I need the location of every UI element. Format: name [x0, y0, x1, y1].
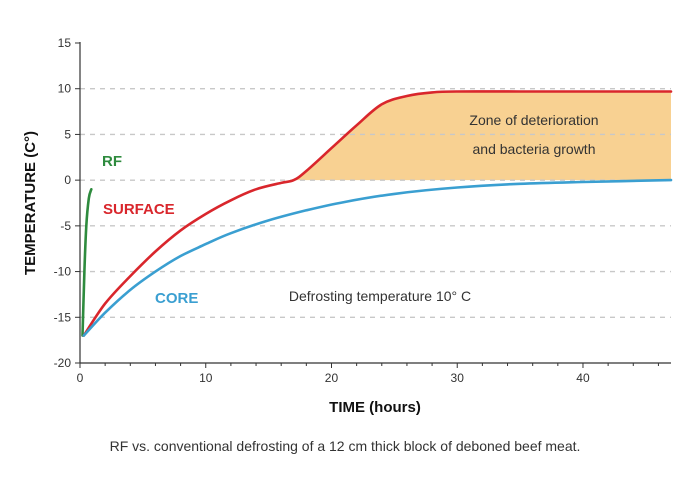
- y-tick-label: -5: [60, 219, 71, 233]
- x-axis-title: TIME (hours): [329, 399, 421, 416]
- x-tick-label: 20: [325, 371, 339, 385]
- zone-label-line-1: Zone of deterioration: [469, 112, 598, 128]
- deterioration-zone: [293, 91, 671, 181]
- y-tick-label: 5: [64, 127, 71, 141]
- y-tick-label: 0: [64, 173, 71, 187]
- zone-label-line-2: and bacteria growth: [473, 141, 596, 157]
- x-tick-label: 10: [199, 371, 213, 385]
- x-tick-label: 30: [451, 371, 465, 385]
- series-label-core: CORE: [155, 290, 198, 307]
- x-tick-label: 40: [576, 371, 590, 385]
- defrost-temperature-note: Defrosting temperature 10° C: [289, 288, 471, 304]
- y-tick-label: 10: [58, 82, 72, 96]
- y-tick-label: -20: [54, 356, 72, 370]
- series-label-rf: RF: [102, 153, 122, 170]
- series-line-core: [82, 178, 673, 337]
- series-line-rf: [81, 188, 93, 337]
- y-axis-title: TEMPERATURE (C°): [22, 131, 39, 275]
- series-line-surface: [82, 90, 673, 337]
- y-tick-label: -10: [54, 265, 72, 279]
- x-tick-label: 0: [77, 371, 84, 385]
- series-label-surface: SURFACE: [103, 201, 175, 218]
- y-tick-label: 15: [58, 36, 72, 50]
- y-tick-label: -15: [54, 310, 72, 324]
- figure-caption: RF vs. conventional defrosting of a 12 c…: [109, 438, 581, 454]
